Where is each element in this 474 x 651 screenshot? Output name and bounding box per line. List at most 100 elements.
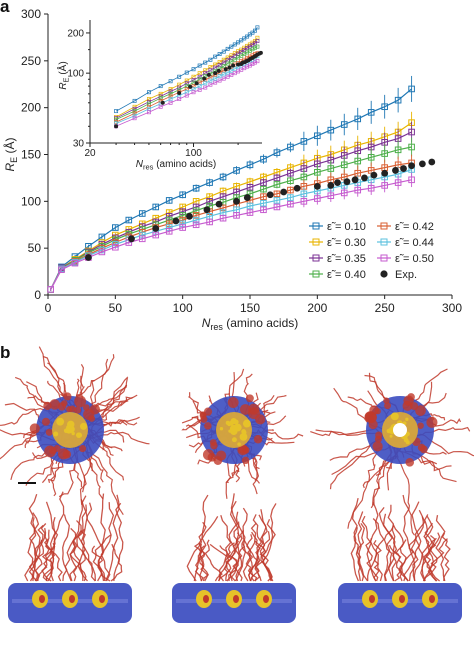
inset-series-line <box>115 60 258 127</box>
data-point <box>165 228 173 235</box>
data-point <box>219 173 227 181</box>
core-residue <box>69 426 73 431</box>
disordered-chain <box>387 504 398 582</box>
tail-blob <box>426 416 438 428</box>
disordered-chain <box>218 515 232 582</box>
data-point <box>287 186 294 194</box>
inset-x-tick-label: 100 <box>185 148 202 159</box>
legend: ε̃ = 0.10 ε̃ = 0.42 ε̃ = 0.30 ε̃ = 0.44 ε̃ =… <box>309 221 434 281</box>
data-point <box>314 195 321 202</box>
tail-blob <box>49 399 60 410</box>
series-line <box>50 122 412 290</box>
disordered-chain <box>378 507 393 582</box>
tail-blob <box>73 406 82 414</box>
disordered-chain <box>242 523 257 582</box>
inset-data-point <box>132 98 137 103</box>
tail-blob <box>61 400 68 407</box>
disordered-chain <box>24 512 40 582</box>
data-point <box>233 212 240 219</box>
disordered-chain <box>367 518 385 581</box>
legend-marker <box>380 254 388 262</box>
inset-data-point <box>213 80 218 85</box>
tail-blob <box>79 445 87 453</box>
inset-data-point <box>158 84 163 89</box>
inset-data-point <box>168 100 173 105</box>
disordered-chain <box>219 545 238 582</box>
inset-data-point <box>250 30 255 35</box>
data-point <box>138 210 146 217</box>
tail-blob <box>241 456 250 465</box>
disordered-chain <box>246 534 261 582</box>
data-point <box>381 103 388 111</box>
inset-y-tick-label: 100 <box>67 69 84 80</box>
data-point <box>394 96 402 104</box>
core-residue <box>240 435 244 440</box>
inset-data-point <box>232 57 237 62</box>
tail-blob <box>253 434 263 444</box>
data-point <box>300 138 308 145</box>
inset-data-point <box>197 84 202 89</box>
inset-x-tick-label: 20 <box>84 148 96 159</box>
disordered-chain <box>383 525 395 582</box>
inset-data-point <box>168 87 173 92</box>
disordered-chain <box>104 494 120 582</box>
data-point <box>273 190 281 198</box>
disordered-chain <box>100 502 115 582</box>
experimental-point <box>293 184 301 192</box>
disordered-chain <box>28 523 47 582</box>
disordered-chain <box>34 539 45 582</box>
data-point <box>152 231 160 239</box>
inset-data-point <box>203 68 208 73</box>
core-tail <box>429 595 435 603</box>
data-point <box>260 206 267 214</box>
data-point <box>340 161 348 169</box>
data-point <box>71 259 79 267</box>
tail-blob <box>410 402 419 411</box>
structure-top-view-2 <box>181 368 304 499</box>
tail-blob <box>210 442 218 450</box>
legend-marker <box>380 270 388 278</box>
inset-data-point <box>114 109 119 114</box>
tail-blob <box>384 402 392 410</box>
disordered-chain <box>259 509 272 582</box>
y-tick-label: 250 <box>21 54 41 68</box>
series-ε̃ = 0.35 <box>47 121 415 293</box>
data-point <box>246 183 254 191</box>
inset-data-point <box>225 74 230 79</box>
core-residue <box>405 431 410 437</box>
inset-y-axis-label: RE (Å) <box>56 61 71 89</box>
core-tail <box>369 595 375 603</box>
legend-marker <box>312 238 320 246</box>
tail-blob <box>405 458 415 467</box>
legend-label: Exp. <box>395 269 417 281</box>
data-point <box>367 154 375 161</box>
data-point <box>354 157 362 165</box>
y-tick-label: 50 <box>28 241 42 255</box>
inset-x-axis-label: Nres (amino acids) <box>136 159 216 172</box>
tail-blob <box>66 406 73 413</box>
open-channel <box>393 423 407 437</box>
inset-data-point <box>217 52 222 57</box>
core-tail <box>203 595 209 603</box>
inset-data-point <box>203 85 208 90</box>
disordered-chain <box>365 537 379 582</box>
data-point <box>206 179 213 186</box>
disordered-chain <box>97 493 106 582</box>
tail-blob <box>203 407 213 416</box>
panel-b-label: b <box>0 343 11 362</box>
disordered-chain <box>441 532 451 582</box>
inset-experimental-point <box>227 65 232 70</box>
data-point <box>260 185 267 193</box>
y-tick-label: 200 <box>21 101 41 115</box>
legend-marker <box>380 238 388 246</box>
disordered-chain <box>113 502 124 582</box>
inset-series-ε̃ = 0.40 <box>114 44 260 122</box>
inset-data-point <box>168 89 173 94</box>
data-point <box>381 182 388 189</box>
disordered-chain <box>204 539 223 582</box>
inset-data-point <box>221 57 226 62</box>
inset-series-line <box>115 46 258 120</box>
disordered-chain <box>80 498 105 582</box>
inset-experimental-point <box>216 68 221 73</box>
inset-data-point <box>203 81 208 86</box>
